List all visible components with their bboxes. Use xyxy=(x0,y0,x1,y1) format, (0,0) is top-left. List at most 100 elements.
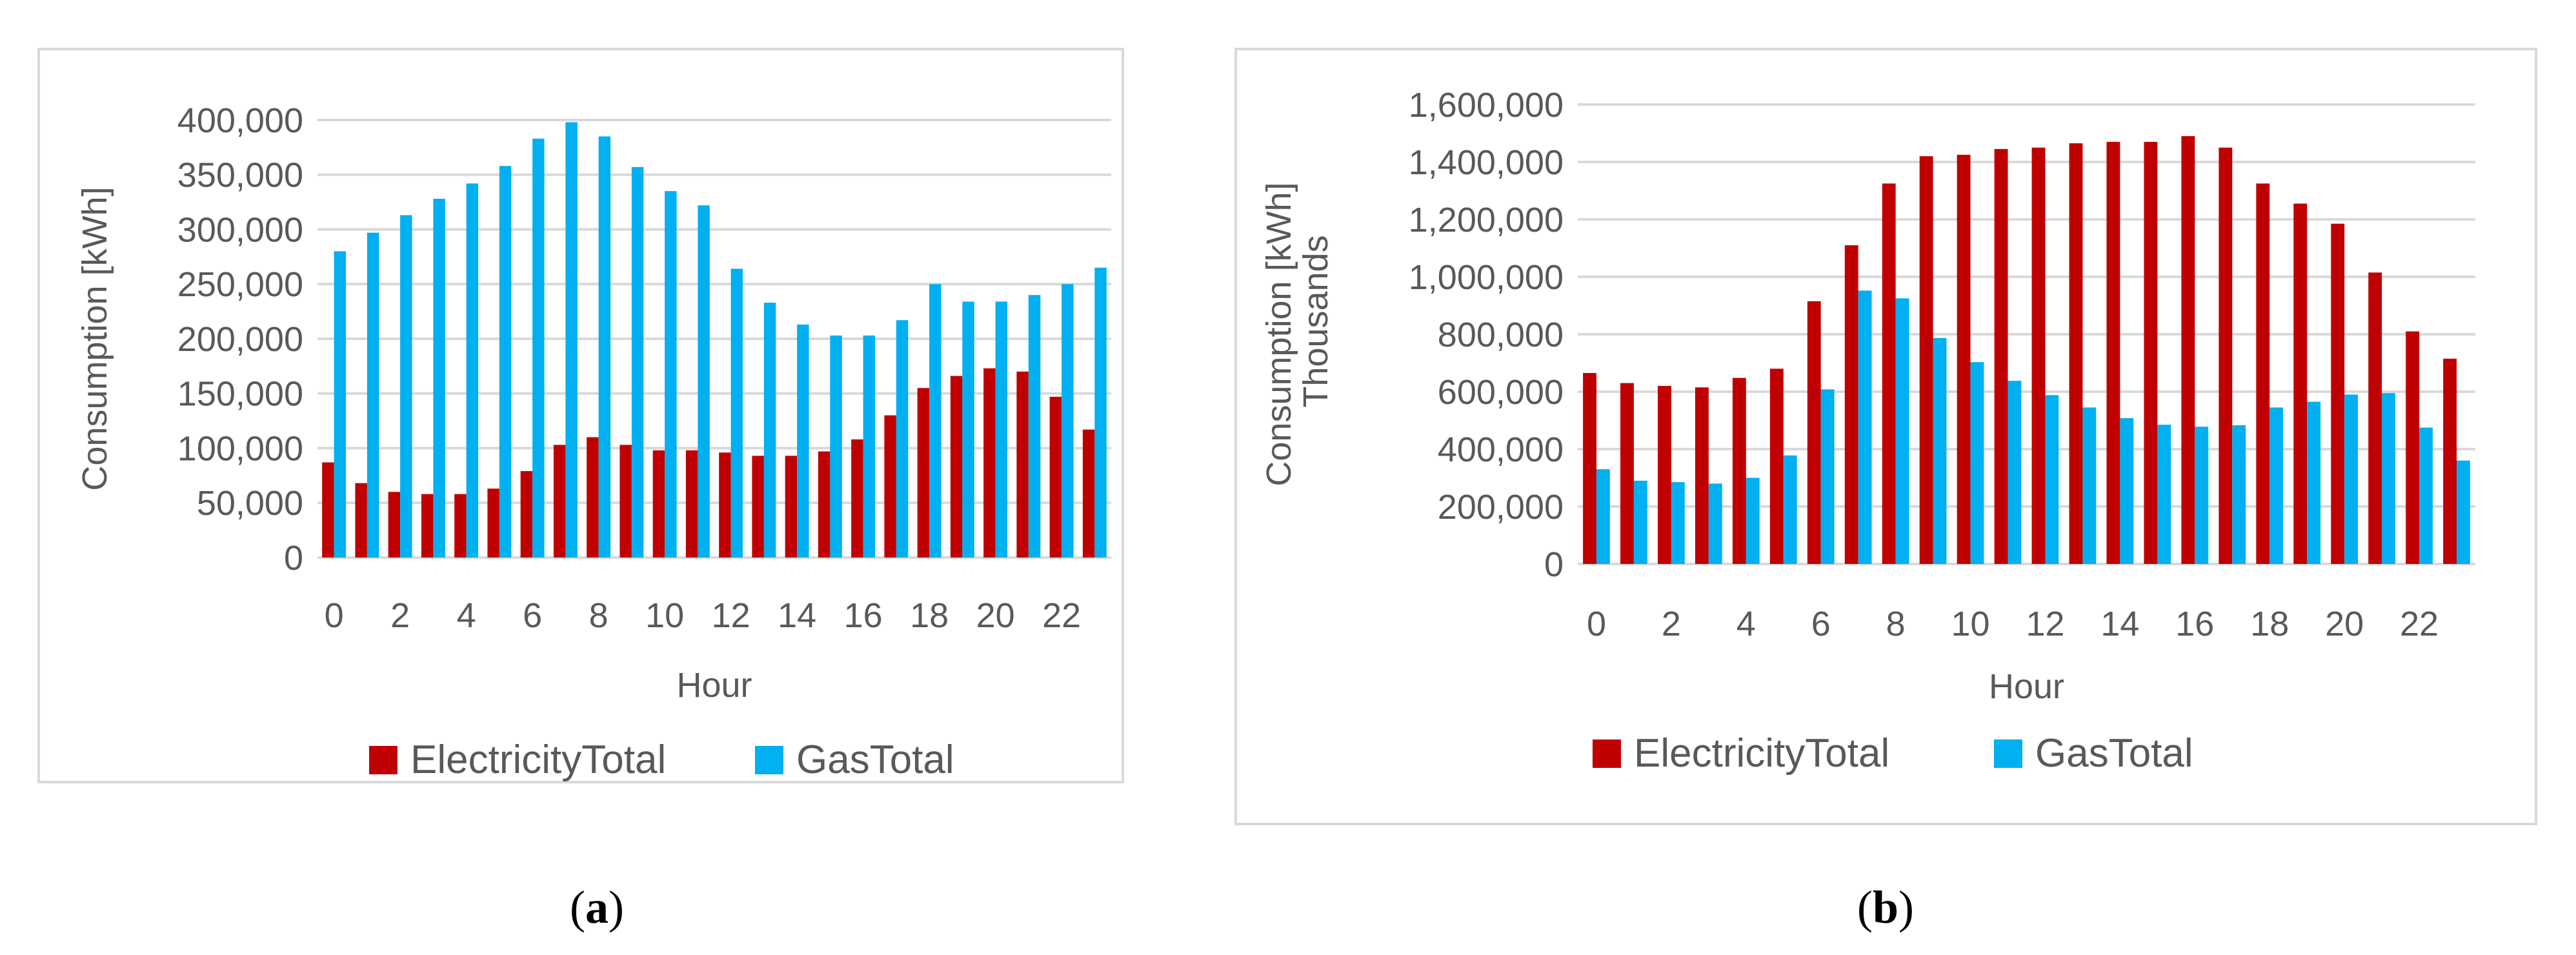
x-tick-label: 10 xyxy=(645,596,684,635)
chart-frame-a xyxy=(37,48,1124,783)
legend-swatch-gas xyxy=(755,746,783,774)
bar-gas-hour-19 xyxy=(962,301,974,558)
y-tick-label: 1,600,000 xyxy=(1409,86,1564,125)
x-tick-label: 4 xyxy=(457,596,476,635)
bar-electricity-hour-10 xyxy=(1957,154,1971,564)
bar-gas-hour-3 xyxy=(433,199,445,558)
x-tick-label: 18 xyxy=(910,596,949,635)
y-tick-label: 250,000 xyxy=(177,265,303,304)
x-tick-label: 10 xyxy=(1951,605,1990,643)
bar-electricity-hour-7 xyxy=(1844,245,1858,564)
y-tick-label: 200,000 xyxy=(177,320,303,359)
bar-electricity-hour-5 xyxy=(1769,368,1784,564)
bar-gas-hour-11 xyxy=(2007,381,2022,564)
bar-electricity-hour-6 xyxy=(1807,301,1821,564)
y-tick-label: 1,000,000 xyxy=(1409,258,1564,297)
x-tick-label: 14 xyxy=(778,596,816,635)
y-tick-label: 1,400,000 xyxy=(1409,143,1564,182)
bar-electricity-hour-22 xyxy=(2406,331,2420,564)
x-tick-label: 18 xyxy=(2250,605,2289,643)
panel-caption-b: (b) xyxy=(1857,881,1914,933)
bar-gas-hour-12 xyxy=(2045,395,2059,564)
y-tick-label: 150,000 xyxy=(177,375,303,414)
bar-electricity-hour-2 xyxy=(388,492,401,558)
bar-gas-hour-3 xyxy=(1708,483,1722,564)
x-tick-label: 12 xyxy=(2026,605,2064,643)
x-tick-label: 16 xyxy=(844,596,883,635)
bar-gas-hour-12 xyxy=(730,268,743,558)
bar-electricity-hour-4 xyxy=(454,494,467,558)
bar-electricity-hour-22 xyxy=(1049,396,1062,558)
y-tick-label: 0 xyxy=(284,539,303,578)
x-axis-title: Hour xyxy=(1989,667,2064,706)
bar-electricity-hour-20 xyxy=(983,368,996,558)
bar-electricity-hour-21 xyxy=(1016,371,1029,558)
x-tick-label: 8 xyxy=(589,596,609,635)
bar-gas-hour-4 xyxy=(1746,478,1760,564)
panel-caption-a: (a) xyxy=(570,881,624,933)
bar-electricity-hour-10 xyxy=(652,450,665,558)
x-tick-label: 20 xyxy=(2325,605,2364,643)
y-tick-label: 300,000 xyxy=(177,210,303,249)
x-tick-label: 0 xyxy=(1587,605,1606,643)
bar-electricity-hour-7 xyxy=(553,445,566,558)
bar-gas-hour-15 xyxy=(2157,425,2171,564)
bar-gas-hour-8 xyxy=(598,136,611,558)
bar-electricity-hour-18 xyxy=(917,388,930,558)
bar-gas-hour-13 xyxy=(763,303,776,558)
bar-gas-hour-5 xyxy=(1783,455,1797,564)
x-tick-label: 6 xyxy=(1811,605,1831,643)
bar-electricity-hour-3 xyxy=(421,494,434,558)
bar-electricity-hour-9 xyxy=(619,445,632,558)
y-tick-label: 200,000 xyxy=(1438,488,1564,527)
bar-gas-hour-10 xyxy=(665,191,677,558)
bar-electricity-hour-16 xyxy=(2181,136,2195,564)
x-tick-label: 4 xyxy=(1736,605,1756,643)
bar-gas-hour-8 xyxy=(1895,298,1909,564)
bar-gas-hour-9 xyxy=(631,166,644,558)
bar-electricity-hour-3 xyxy=(1695,387,1709,564)
bar-electricity-hour-5 xyxy=(487,488,499,558)
bar-gas-hour-23 xyxy=(1094,267,1107,558)
legend-label-gas: GasTotal xyxy=(796,738,954,782)
bar-gas-hour-17 xyxy=(896,320,909,558)
bar-gas-hour-21 xyxy=(2382,393,2395,564)
y-tick-label: 0 xyxy=(1544,545,1564,584)
bar-electricity-hour-14 xyxy=(785,456,798,558)
bar-gas-hour-14 xyxy=(2120,417,2134,564)
bar-electricity-hour-23 xyxy=(2443,358,2457,564)
bar-electricity-hour-21 xyxy=(2368,272,2382,564)
x-tick-label: 14 xyxy=(2100,605,2139,643)
bar-gas-hour-7 xyxy=(1858,290,1872,564)
x-tick-label: 2 xyxy=(1662,605,1681,643)
bar-electricity-hour-12 xyxy=(2031,147,2046,564)
bar-electricity-hour-11 xyxy=(1994,148,2008,565)
legend-label-gas: GasTotal xyxy=(2035,731,2193,776)
bar-gas-hour-5 xyxy=(499,166,512,558)
bar-gas-hour-9 xyxy=(1933,337,1947,564)
y-tick-label: 350,000 xyxy=(177,156,303,195)
bar-electricity-hour-23 xyxy=(1082,429,1095,558)
bar-gas-hour-20 xyxy=(2344,394,2359,564)
bar-gas-hour-6 xyxy=(532,138,545,558)
bar-gas-hour-11 xyxy=(698,205,710,558)
bar-electricity-hour-19 xyxy=(2293,203,2308,564)
bar-gas-hour-17 xyxy=(2232,425,2246,564)
y-tick-label: 100,000 xyxy=(177,429,303,468)
bar-electricity-hour-19 xyxy=(950,376,963,558)
bar-gas-hour-18 xyxy=(929,284,941,558)
bar-gas-hour-6 xyxy=(1820,389,1835,564)
bar-gas-hour-0 xyxy=(334,251,347,558)
x-tick-label: 22 xyxy=(1042,596,1081,635)
legend-swatch-electricity xyxy=(1593,739,1621,768)
bar-gas-hour-1 xyxy=(1633,480,1647,564)
legend-swatch-gas xyxy=(1994,739,2022,768)
bar-electricity-hour-20 xyxy=(2331,223,2345,564)
bar-electricity-hour-13 xyxy=(2069,143,2083,564)
bar-gas-hour-16 xyxy=(863,335,876,558)
y-tick-label: 800,000 xyxy=(1438,316,1564,354)
bar-electricity-hour-13 xyxy=(752,456,764,558)
x-tick-label: 22 xyxy=(2400,605,2439,643)
